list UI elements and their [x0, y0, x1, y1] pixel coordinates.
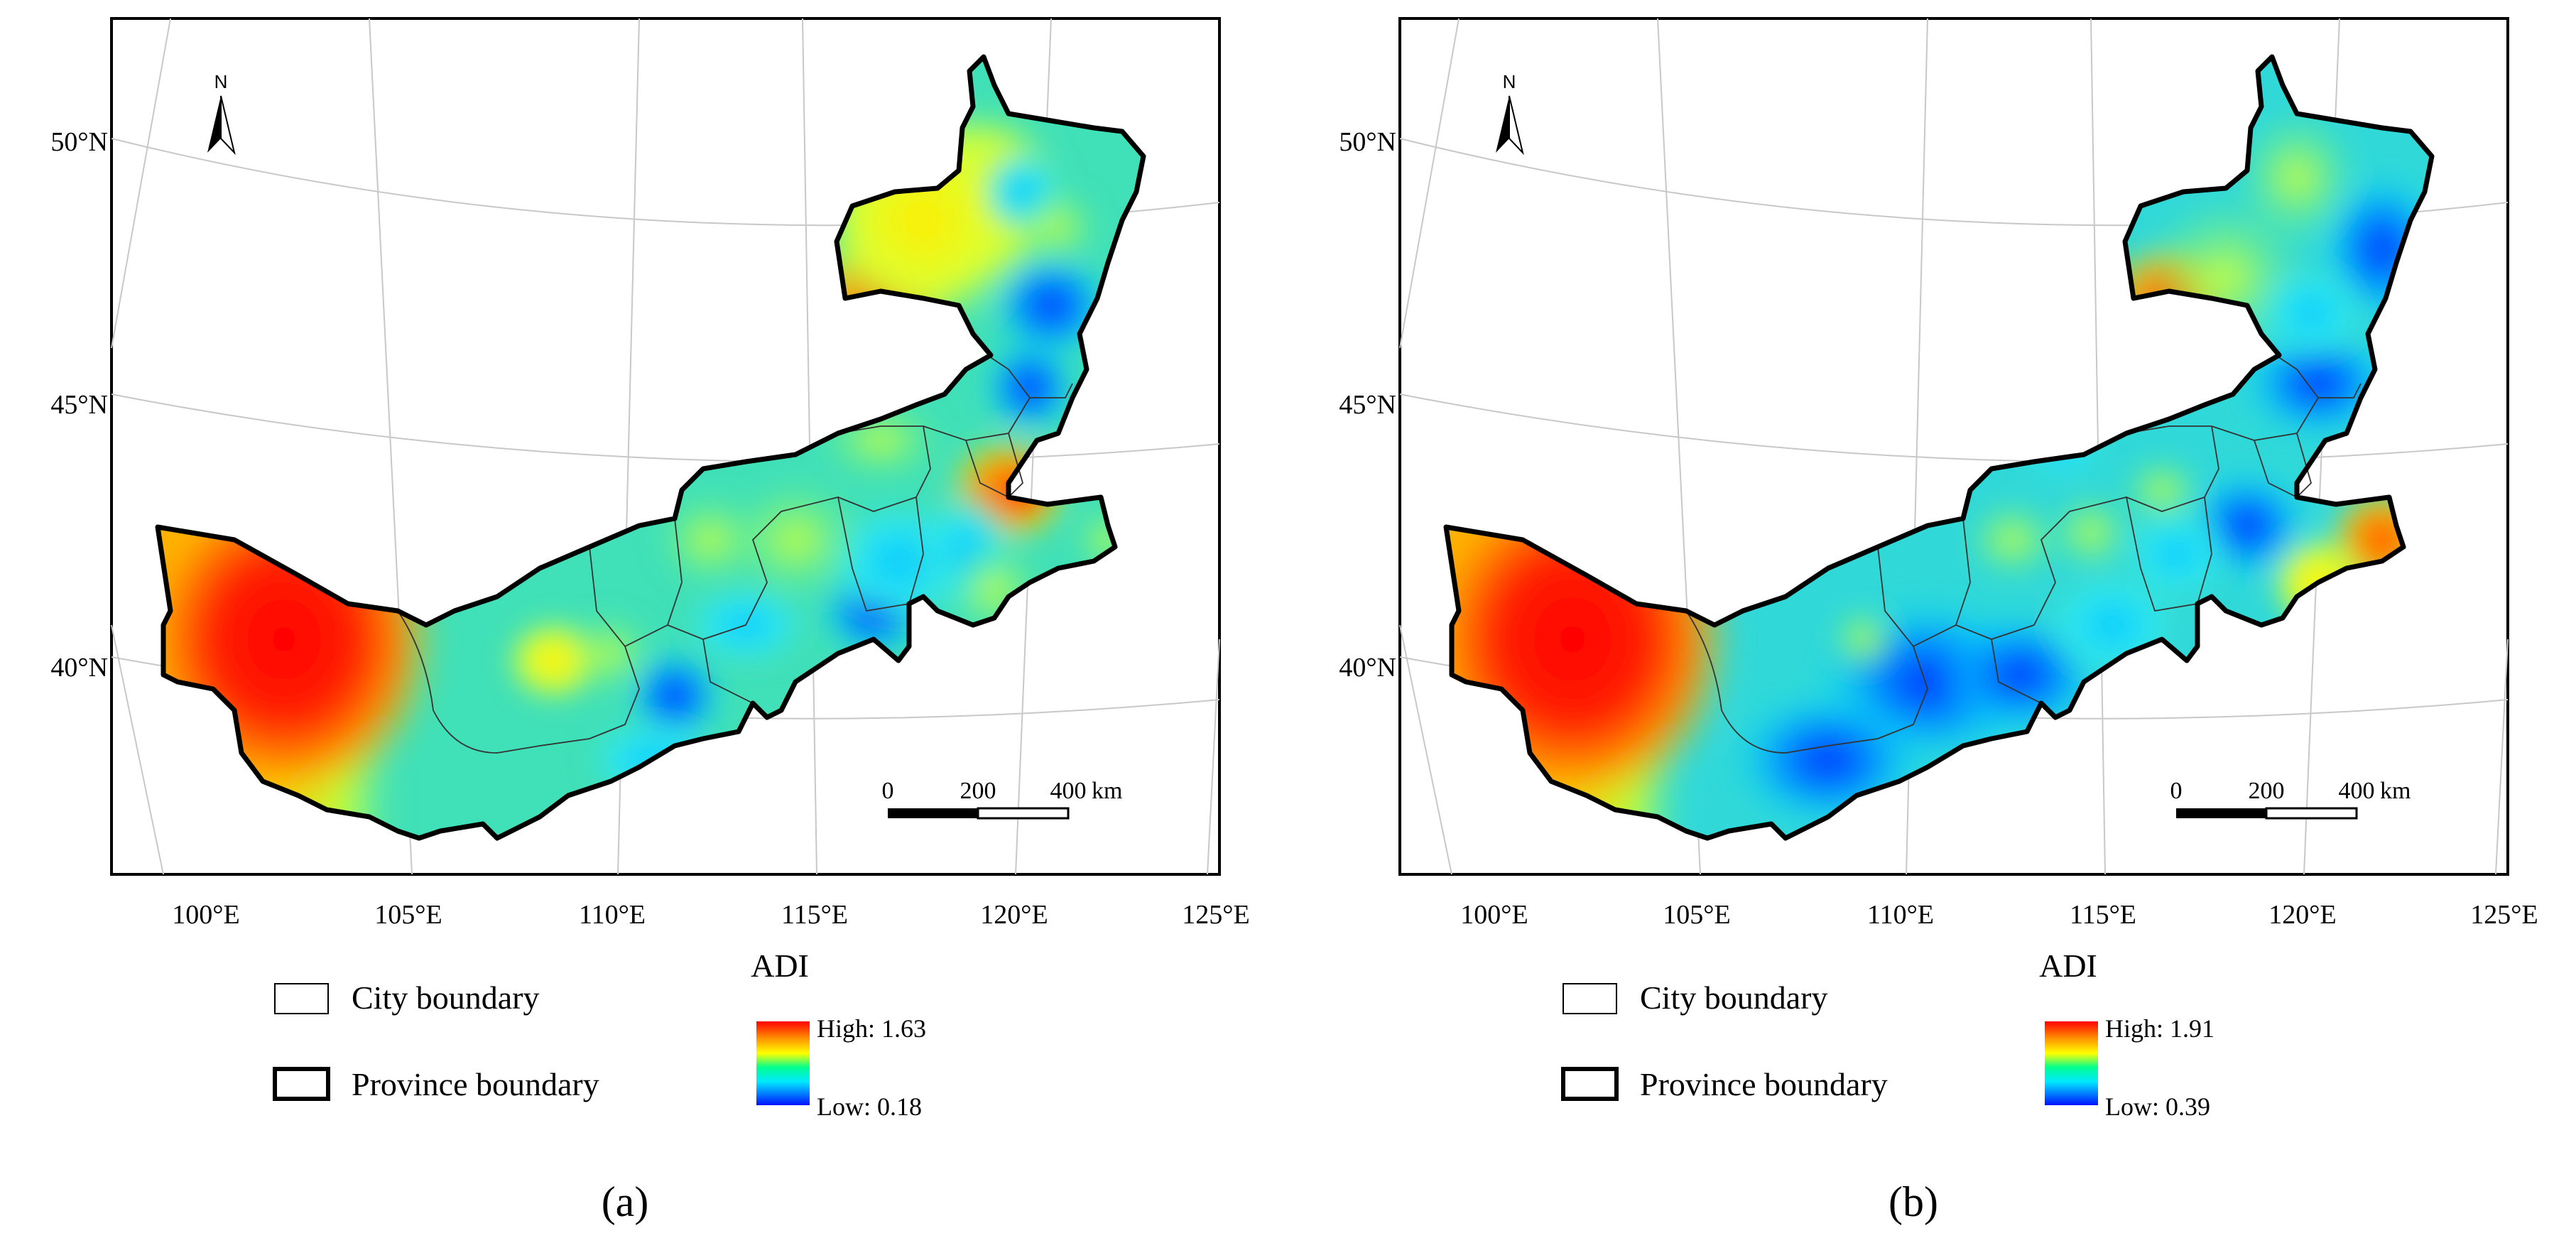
map-b-svg: N 0 200 400 km 50°N 45°N 40°N 100°E 105°… [1339, 17, 2538, 1225]
lon-label-100: 100°E [172, 900, 239, 930]
ramp-high-label: High: 1.63 [817, 1014, 926, 1043]
lon-label-105: 105°E [374, 900, 442, 930]
lat-label-45: 45°N [1339, 390, 1396, 420]
scale-bar: 0 200 400 km [2170, 778, 2411, 820]
lat-label-40: 40°N [1339, 653, 1396, 683]
color-ramp [756, 1021, 810, 1105]
north-arrow: N [207, 71, 236, 156]
lon-label-105: 105°E [1663, 900, 1730, 930]
north-label: N [1503, 71, 1516, 92]
lon-label-115: 115°E [2070, 900, 2136, 930]
city-boundary-label: City boundary [1640, 979, 1827, 1016]
lat-label-50: 50°N [1339, 127, 1396, 157]
svg-text:400: 400 [2339, 778, 2375, 804]
lon-label-110: 110°E [579, 900, 646, 930]
ramp-low-label: Low: 0.39 [2105, 1092, 2210, 1121]
legend: ADI City boundary Province boundary High… [273, 948, 926, 1121]
province-boundary-label: Province boundary [1640, 1066, 1888, 1102]
svg-text:km: km [1092, 778, 1122, 804]
legend-title: ADI [751, 948, 809, 984]
city-boundaries [1685, 354, 2362, 754]
city-boundaries [397, 354, 1073, 754]
svg-text:200: 200 [960, 778, 996, 804]
color-ramp [2045, 1021, 2098, 1105]
city-boundary-swatch [1563, 983, 1617, 1014]
lon-label-125: 125°E [1182, 900, 1249, 930]
city-boundary-label: City boundary [352, 979, 539, 1016]
map-panel-b: N 0 200 400 km 50°N 45°N 40°N 100°E 105°… [1288, 0, 2576, 1243]
city-boundary-swatch [274, 983, 329, 1014]
lat-label-45: 45°N [50, 390, 108, 420]
province-boundary-label: Province boundary [352, 1066, 599, 1102]
lon-label-120: 120°E [2268, 900, 2336, 930]
svg-text:km: km [2380, 778, 2411, 804]
north-label: N [214, 71, 228, 92]
province-boundary-swatch [1561, 1067, 1619, 1101]
lon-label-115: 115°E [781, 900, 848, 930]
lon-label-120: 120°E [980, 900, 1048, 930]
ramp-high-label: High: 1.91 [2105, 1014, 2214, 1043]
scale-bar: 0 200 400 km [882, 778, 1122, 820]
province-boundary-swatch [273, 1067, 330, 1101]
lat-label-50: 50°N [50, 127, 108, 157]
legend-title: ADI [2039, 948, 2097, 984]
lat-label-40: 40°N [50, 653, 108, 683]
svg-text:200: 200 [2249, 778, 2285, 804]
lon-label-110: 110°E [1867, 900, 1934, 930]
svg-text:0: 0 [882, 778, 894, 804]
map-panel-a: N 0 200 400 km 50°N 45°N 40°N 100°E 105°… [50, 17, 1250, 1225]
panel-caption: (b) [1888, 1178, 1938, 1225]
legend: ADI City boundary Province boundary High… [1561, 948, 2214, 1121]
panel-caption: (a) [602, 1178, 649, 1225]
north-arrow: N [1496, 71, 1524, 156]
svg-text:400: 400 [1050, 778, 1087, 804]
lon-label-125: 125°E [2470, 900, 2538, 930]
svg-text:0: 0 [2170, 778, 2183, 804]
ramp-low-label: Low: 0.18 [817, 1092, 922, 1121]
lon-label-100: 100°E [1460, 900, 1528, 930]
map-a-svg: N 0 200 400 km 50°N 45°N 40°N 100°E 105°… [50, 17, 1250, 1225]
